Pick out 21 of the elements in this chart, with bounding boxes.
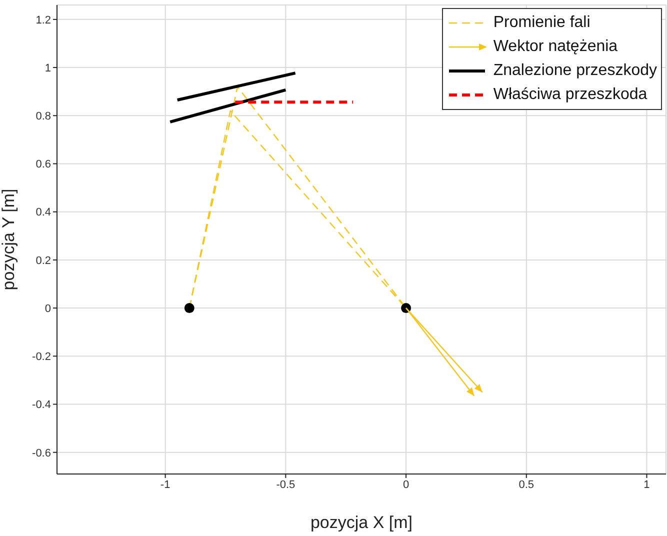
x-tick-label: -1: [160, 478, 170, 491]
y-tick-label: -0.6: [32, 447, 51, 460]
y-tick-label: 0.2: [36, 254, 51, 267]
y-tick-label: 1.2: [36, 14, 51, 26]
y-tick-label: 1: [44, 62, 51, 74]
y-tick-label: 0.8: [36, 110, 51, 123]
x-tick-label: 0: [402, 478, 410, 491]
x-tick-label: -0.5: [276, 478, 296, 491]
y-tick-label: 0.4: [36, 206, 51, 219]
x-axis-title: pozycja X [m]: [310, 513, 413, 532]
legend-label: Znalezione przeszkody: [493, 62, 657, 80]
x-tick-label: 1: [644, 478, 650, 491]
y-tick-label: 0: [44, 302, 51, 315]
legend-label: Wektor natężenia: [493, 38, 618, 56]
x-tick-label: 0.5: [518, 478, 534, 491]
y-tick-label: -0.4: [32, 399, 51, 412]
y-axis-title: pozycja Y [m]: [0, 188, 18, 290]
y-tick-label: 0.6: [36, 158, 51, 171]
y-tick-label: -0.2: [32, 351, 51, 364]
legend-label: Promienie fali: [493, 14, 590, 32]
legend-label: Właściwa przeszkoda: [493, 86, 648, 104]
